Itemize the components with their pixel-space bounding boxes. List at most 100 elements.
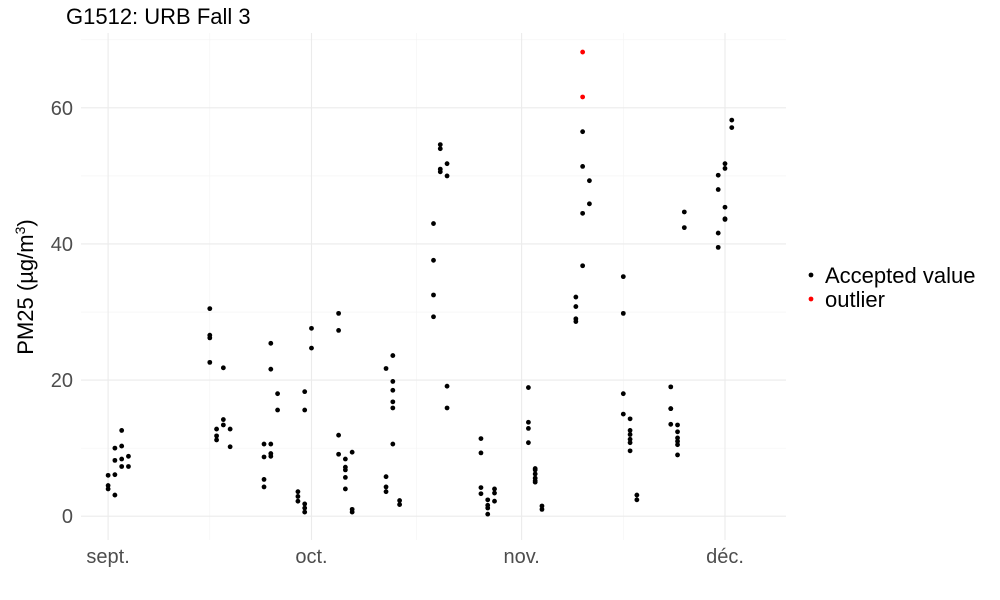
accepted-value-point <box>112 492 118 498</box>
legend-label-outlier: outlier <box>825 287 885 312</box>
accepted-value-point <box>485 505 491 511</box>
accepted-value-point <box>444 173 450 179</box>
accepted-value-point <box>105 483 111 488</box>
accepted-value-point <box>722 217 728 222</box>
accepted-value-point <box>261 454 267 460</box>
accepted-value-point <box>437 169 443 175</box>
accepted-value-point <box>383 474 389 480</box>
accepted-value-point <box>587 201 592 207</box>
legend: Accepted value outlier <box>808 263 975 312</box>
accepted-value-point <box>681 225 687 231</box>
accepted-value-point <box>478 491 484 497</box>
y-tick-label: 40 <box>51 234 73 256</box>
accepted-value-point <box>302 407 308 413</box>
gridlines <box>81 33 786 540</box>
y-axis-label-unit: µg/m <box>13 234 38 283</box>
accepted-value-point <box>580 163 586 169</box>
accepted-value-point <box>444 383 450 389</box>
y-tick-label: 20 <box>51 370 73 392</box>
accepted-value-point <box>336 327 341 333</box>
accepted-value-point <box>492 490 497 496</box>
accepted-value-point <box>539 503 545 509</box>
accepted-value-point <box>207 306 213 312</box>
accepted-value-point <box>302 505 308 511</box>
accepted-value-point <box>627 440 633 446</box>
accepted-value-point <box>295 494 301 499</box>
accepted-value-point <box>729 117 735 123</box>
accepted-value-point <box>349 509 355 515</box>
legend-swatch-accepted <box>808 272 814 278</box>
outlier-point <box>580 94 586 100</box>
accepted-value-point <box>627 428 633 433</box>
accepted-value-point <box>620 274 626 280</box>
accepted-value-point <box>478 436 484 441</box>
accepted-value-point <box>573 304 579 309</box>
accepted-value-point <box>342 474 348 480</box>
accepted-value-point <box>681 209 687 215</box>
x-tick-label: sept. <box>86 546 129 568</box>
y-tick-label: 0 <box>62 506 73 528</box>
y-axis-label-close: ) <box>13 219 38 226</box>
accepted-value-point <box>620 411 626 417</box>
accepted-value-point <box>431 221 436 226</box>
accepted-value-point <box>295 498 301 504</box>
accepted-value-point <box>397 498 403 503</box>
accepted-value-point <box>227 426 233 432</box>
accepted-value-point <box>112 445 118 451</box>
chart-title: G1512: URB Fall 3 <box>66 4 251 29</box>
accepted-value-point <box>580 129 586 135</box>
accepted-value-point <box>722 161 728 167</box>
accepted-value-point <box>675 429 680 435</box>
accepted-value-point <box>485 511 491 517</box>
accepted-value-point <box>627 432 633 437</box>
accepted-value-point <box>431 292 436 298</box>
accepted-value-point <box>214 426 219 432</box>
accepted-value-point <box>668 421 674 427</box>
legend-label-accepted: Accepted value <box>825 263 975 288</box>
accepted-value-point <box>390 387 396 393</box>
accepted-value-point <box>220 365 226 371</box>
accepted-value-point <box>336 310 341 316</box>
accepted-value-point <box>105 472 111 478</box>
accepted-value-point <box>261 477 267 482</box>
accepted-value-point <box>397 502 403 508</box>
accepted-value-point <box>580 210 586 216</box>
accepted-value-point <box>444 405 450 411</box>
accepted-value-point <box>634 492 640 498</box>
accepted-value-point <box>207 335 213 341</box>
accepted-value-point <box>532 471 538 477</box>
accepted-value-point <box>620 391 626 397</box>
accepted-value-point <box>587 178 592 184</box>
accepted-value-point <box>390 379 396 384</box>
accepted-value-point <box>295 489 301 495</box>
accepted-value-point <box>119 456 125 462</box>
accepted-value-point <box>119 464 125 469</box>
accepted-value-point <box>342 467 348 473</box>
accepted-value-point <box>302 389 308 395</box>
accepted-value-point <box>668 384 674 390</box>
data-points <box>105 49 735 517</box>
accepted-value-point <box>444 161 450 167</box>
accepted-value-point <box>349 449 355 455</box>
accepted-value-point <box>668 406 674 412</box>
accepted-value-point <box>302 509 308 515</box>
accepted-value-point <box>336 451 341 457</box>
y-tick-label: 60 <box>51 98 73 120</box>
accepted-value-point <box>390 399 396 405</box>
y-axis-label-main: PM25 ( <box>13 283 38 355</box>
accepted-value-point <box>492 498 497 504</box>
accepted-value-point <box>261 484 267 490</box>
accepted-value-point <box>722 204 728 210</box>
accepted-value-point <box>390 441 396 447</box>
accepted-value-point <box>390 353 396 358</box>
accepted-value-point <box>268 366 274 372</box>
accepted-value-point <box>532 479 538 485</box>
x-tick-labels: sept. oct. nov. déc. <box>86 546 743 568</box>
accepted-value-point <box>119 428 125 433</box>
accepted-value-point <box>220 417 226 422</box>
accepted-value-point <box>268 441 274 447</box>
accepted-value-point <box>715 187 721 192</box>
accepted-value-point <box>715 230 721 236</box>
accepted-value-point <box>431 314 436 320</box>
accepted-value-point <box>634 497 640 503</box>
